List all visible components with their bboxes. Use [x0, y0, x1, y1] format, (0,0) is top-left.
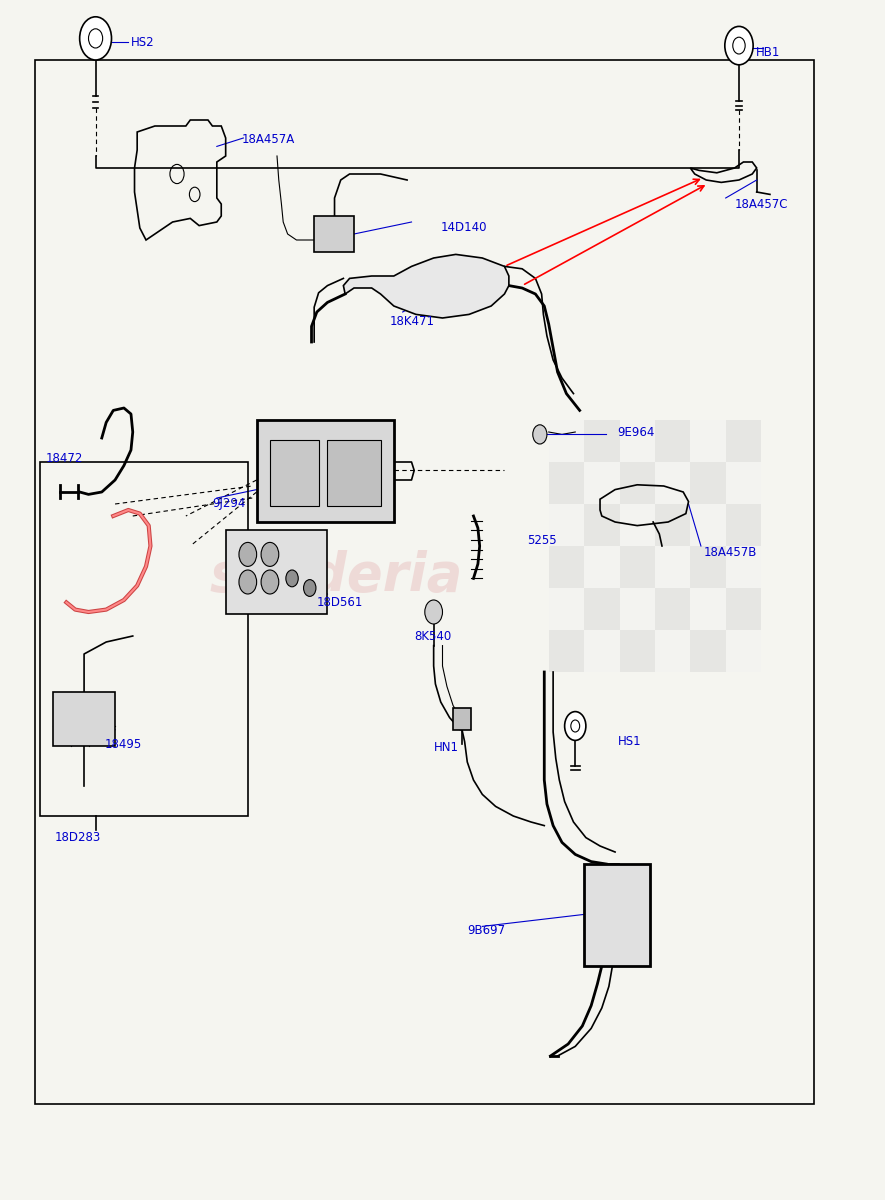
- Bar: [620, 588, 655, 630]
- Text: 18A457C: 18A457C: [735, 198, 788, 210]
- Bar: [690, 420, 726, 462]
- Bar: [620, 630, 655, 672]
- Bar: [726, 504, 761, 546]
- Bar: [584, 504, 620, 546]
- Text: 18472: 18472: [46, 452, 83, 464]
- Bar: [726, 588, 761, 630]
- Circle shape: [261, 542, 279, 566]
- Text: 9E964: 9E964: [618, 426, 655, 438]
- Text: HS1: HS1: [618, 736, 642, 748]
- Bar: [270, 440, 319, 506]
- Bar: [655, 546, 690, 588]
- Bar: [53, 692, 115, 746]
- Bar: [690, 546, 726, 588]
- Text: 9J294: 9J294: [212, 498, 246, 510]
- Bar: [257, 420, 394, 522]
- Circle shape: [80, 17, 112, 60]
- Text: 18K471: 18K471: [389, 316, 435, 328]
- Text: 18A457A: 18A457A: [242, 133, 295, 145]
- Circle shape: [425, 600, 442, 624]
- Text: HS2: HS2: [131, 36, 155, 48]
- Bar: [690, 630, 726, 672]
- Bar: [584, 588, 620, 630]
- Bar: [726, 462, 761, 504]
- Bar: [584, 462, 620, 504]
- Circle shape: [565, 712, 586, 740]
- Bar: [584, 630, 620, 672]
- Bar: [327, 440, 381, 506]
- Circle shape: [286, 570, 298, 587]
- Bar: [620, 504, 655, 546]
- Circle shape: [239, 570, 257, 594]
- Text: 5255: 5255: [527, 534, 557, 546]
- Text: 14D140: 14D140: [441, 222, 488, 234]
- Bar: [690, 504, 726, 546]
- Bar: [35, 60, 814, 1104]
- Bar: [726, 420, 761, 462]
- Circle shape: [304, 580, 316, 596]
- Text: scuderia: scuderia: [210, 550, 463, 602]
- Bar: [453, 708, 471, 730]
- Text: HN1: HN1: [434, 742, 458, 754]
- Bar: [655, 420, 690, 462]
- Bar: [620, 546, 655, 588]
- Bar: [584, 864, 650, 966]
- Bar: [655, 630, 690, 672]
- Bar: [549, 420, 584, 462]
- Bar: [584, 546, 620, 588]
- Bar: [690, 588, 726, 630]
- Bar: [620, 420, 655, 462]
- Circle shape: [261, 570, 279, 594]
- Bar: [549, 588, 584, 630]
- Bar: [584, 420, 620, 462]
- Bar: [549, 630, 584, 672]
- Circle shape: [725, 26, 753, 65]
- Bar: [549, 504, 584, 546]
- Bar: [549, 462, 584, 504]
- Bar: [314, 216, 354, 252]
- Text: 18495: 18495: [104, 738, 142, 750]
- Text: 8K540: 8K540: [414, 630, 451, 642]
- Bar: [655, 462, 690, 504]
- Bar: [655, 588, 690, 630]
- Bar: [655, 504, 690, 546]
- Circle shape: [239, 542, 257, 566]
- Bar: [226, 530, 327, 614]
- Bar: [726, 546, 761, 588]
- Bar: [620, 462, 655, 504]
- Bar: [40, 462, 248, 816]
- Text: 9B697: 9B697: [467, 924, 505, 936]
- Circle shape: [533, 425, 547, 444]
- Bar: [690, 462, 726, 504]
- Bar: [549, 546, 584, 588]
- Bar: [726, 630, 761, 672]
- Text: 18A457B: 18A457B: [704, 546, 757, 558]
- Text: 18D283: 18D283: [55, 832, 101, 844]
- Text: HB1: HB1: [756, 47, 781, 59]
- Text: 18D561: 18D561: [317, 596, 363, 608]
- Polygon shape: [343, 254, 509, 318]
